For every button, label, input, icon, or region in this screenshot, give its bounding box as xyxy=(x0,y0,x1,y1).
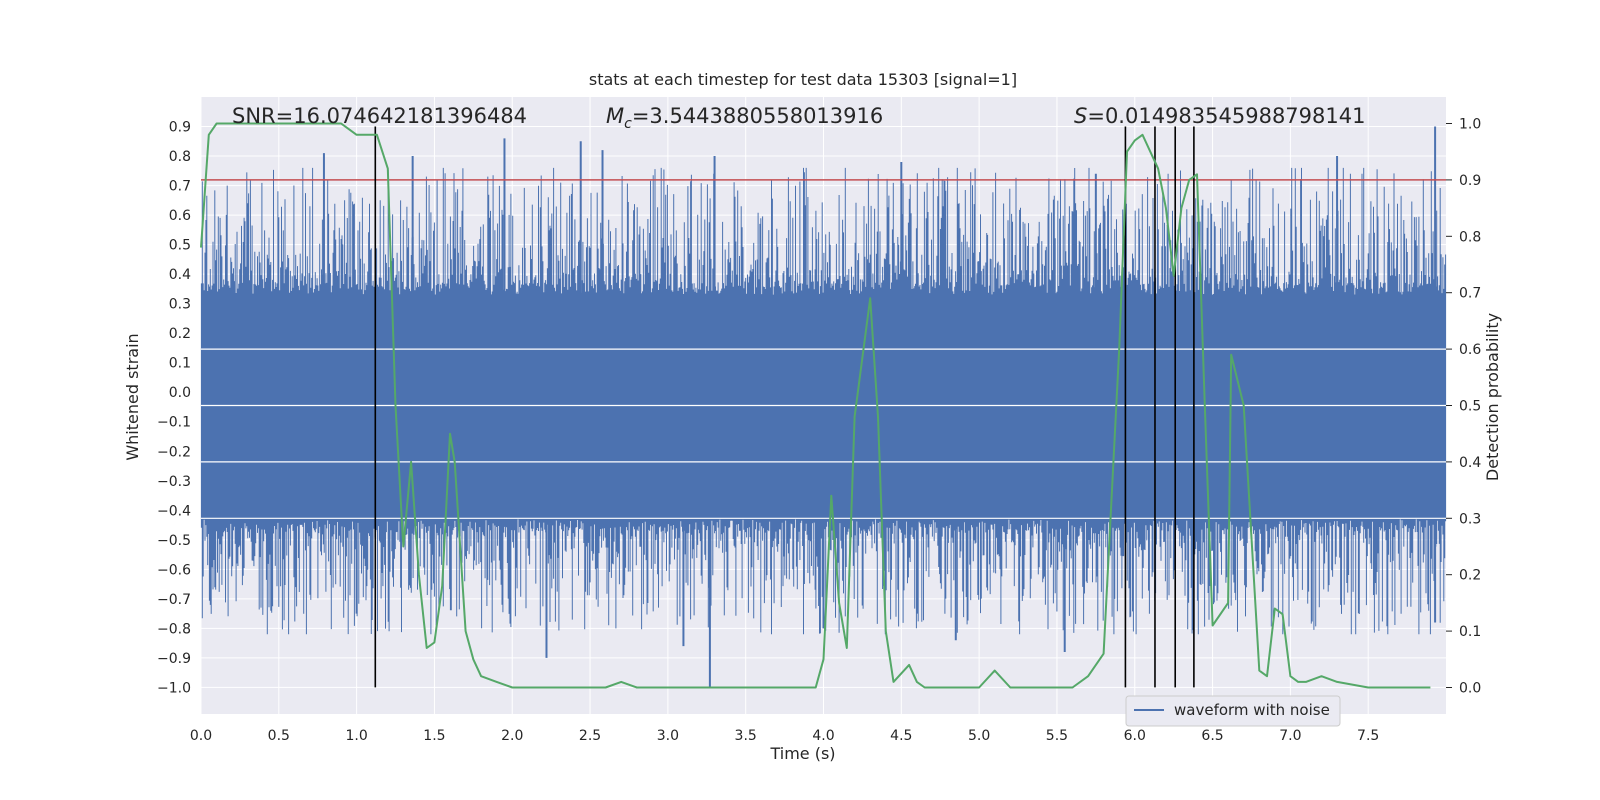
y2-tick-label: 0.1 xyxy=(1459,624,1481,640)
y-tick-label: −0.1 xyxy=(157,415,191,431)
y-tick-label: −0.6 xyxy=(157,562,191,578)
y2-tick-label: 1.0 xyxy=(1459,117,1481,133)
y-tick-label: 0.5 xyxy=(169,238,191,254)
x-tick-label: 1.0 xyxy=(345,728,367,744)
y2-tick-label: 0.9 xyxy=(1459,173,1481,189)
x-tick-label: 3.5 xyxy=(735,728,757,744)
y-tick-label: −1.0 xyxy=(157,680,191,696)
y2-tick-label: 0.0 xyxy=(1459,680,1481,696)
y-tick-label: 0.4 xyxy=(169,267,191,283)
x-tick-label: 0.5 xyxy=(268,728,290,744)
axes: 0.0 0.5 1.0 1.5 2.0 2.5 3.0 3.5 4.0 4.5 5.0 5.5 6.0 6… xyxy=(157,117,1481,744)
overlay-lines xyxy=(200,122,1446,689)
y2-tick-label: 0.3 xyxy=(1459,511,1481,527)
y-tick-label: 0.3 xyxy=(169,297,191,313)
x-tick-label: 5.0 xyxy=(968,728,990,744)
y-axis-label: Whitened strain xyxy=(123,333,142,460)
y2-tick-label: 0.5 xyxy=(1459,399,1481,415)
y-tick-label: 0.8 xyxy=(169,149,191,165)
y-tick-label: −0.8 xyxy=(157,621,191,637)
legend-box xyxy=(1125,695,1341,727)
x-tick-label: 2.5 xyxy=(579,728,601,744)
snr-annotation: SNR=16.074642181396484 xyxy=(232,104,527,128)
y-tick-label: −0.3 xyxy=(157,474,191,490)
legend: waveform with noise xyxy=(1125,695,1341,727)
legend-label: waveform with noise xyxy=(1174,701,1330,719)
y-tick-label: 0.2 xyxy=(169,326,191,342)
x-tick-label: 6.0 xyxy=(1124,728,1146,744)
x-tick-label: 6.5 xyxy=(1201,728,1223,744)
y2-tick-label: 0.6 xyxy=(1459,342,1481,358)
x-tick-label: 1.5 xyxy=(423,728,445,744)
x-tick-label: 3.0 xyxy=(657,728,679,744)
y-tick-label: 0.7 xyxy=(169,179,191,195)
y-tick-label: −0.2 xyxy=(157,444,191,460)
x-tick-label: 0.0 xyxy=(190,728,212,744)
x-tick-label: 4.0 xyxy=(812,728,834,744)
y2-axis-label: Detection probability xyxy=(1483,313,1502,481)
y2-tick-label: 0.7 xyxy=(1459,286,1481,302)
detection-probability-line xyxy=(200,122,1431,689)
y-tick-label: −0.7 xyxy=(157,592,191,608)
x-tick-label: 7.5 xyxy=(1357,728,1379,744)
chirp-mass-annotation: Mc=3.5443880558013916 xyxy=(606,104,883,132)
y-tick-label: −0.5 xyxy=(157,533,191,549)
y2-tick-label: 0.4 xyxy=(1459,455,1481,471)
y-tick-label: −0.4 xyxy=(157,503,191,519)
y2-tick-label: 0.8 xyxy=(1459,229,1481,245)
x-tick-label: 2.0 xyxy=(501,728,523,744)
y-tick-label: 0.6 xyxy=(169,208,191,224)
x-axis-label: Time (s) xyxy=(769,744,835,763)
x-tick-label: 5.5 xyxy=(1046,728,1068,744)
y-tick-label: 0.1 xyxy=(169,356,191,372)
y2-tick-label: 0.2 xyxy=(1459,568,1481,584)
x-tick-label: 4.5 xyxy=(890,728,912,744)
y-tick-label: −0.9 xyxy=(157,651,191,667)
x-tick-label: 7.0 xyxy=(1279,728,1301,744)
s-annotation: S=0.014983545988798141 xyxy=(1074,104,1365,128)
y-tick-label: 0.0 xyxy=(169,385,191,401)
y-tick-label: 0.9 xyxy=(169,120,191,136)
chart-title: stats at each timestep for test data 153… xyxy=(589,70,1017,89)
